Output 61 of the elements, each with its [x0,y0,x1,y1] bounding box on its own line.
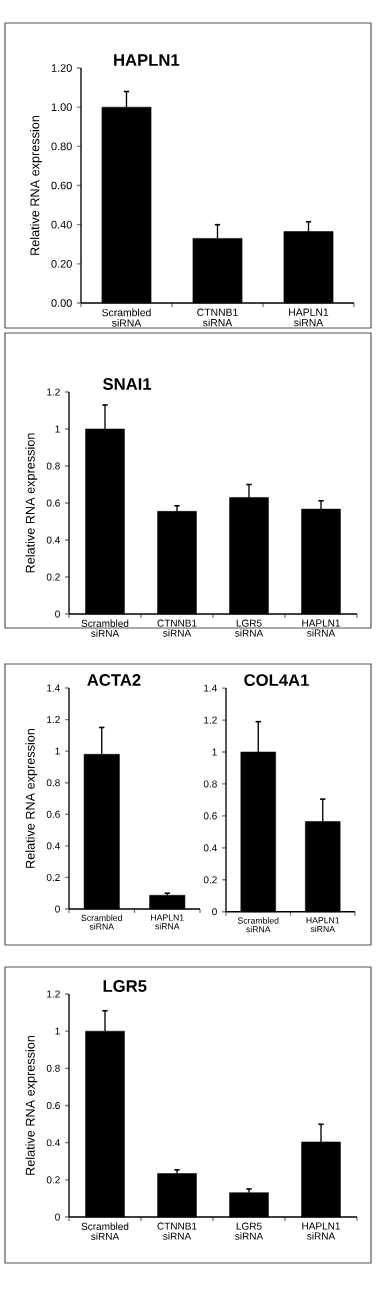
y-tick-label: 1.4 [204,684,217,692]
x-tick-label: LGR5 siRNA [235,619,264,637]
x-tick-label: Scrambled siRNA [81,619,129,637]
y-tick-label: 1.4 [47,684,60,692]
y-tick-label: 0 [212,908,217,916]
x-tick-label: Scrambled siRNA [81,914,122,930]
x-tick-label: CTNNB1 siRNA [157,619,197,637]
x-tick-label: CTNNB1 siRNA [197,308,238,327]
y-tick-label: 0 [55,610,60,618]
y-tick-label: 1.2 [47,388,60,396]
y-tick-label: 1 [55,747,60,755]
y-tick-label: 0.8 [46,1064,60,1072]
y-tick-label: 0.2 [203,876,217,884]
y-tick-label: 0.4 [46,536,60,544]
x-tick-label: HAPLN1 siRNA [302,619,340,637]
y-axis-title: Relative RNA expression [25,728,38,868]
y-tick-label: 0.20 [51,259,72,268]
y-tick-label: 1.2 [47,990,60,998]
y-tick-label: 0.4 [203,844,217,852]
x-tick-label: CTNNB1 siRNA [157,1222,197,1240]
y-axis-title: Relative RNA expression [30,115,42,255]
y-tick-label: 0.8 [46,462,60,470]
y-tick-label: 0.6 [46,810,60,818]
x-tick-label: LGR5 siRNA [235,1222,264,1240]
x-tick-label: HAPLN1 siRNA [289,308,329,327]
y-axis-title: Relative RNA expression [25,1035,38,1175]
y-tick-label: 1.00 [51,103,72,112]
chart-title: ACTA2 [87,674,141,686]
y-tick-label: 0.6 [46,1101,60,1110]
y-tick-label: 0.8 [46,779,60,787]
x-tick-label: Scrambled siRNA [102,308,151,327]
y-tick-label: 0.8 [203,780,217,788]
y-tick-label: 0.60 [51,181,72,190]
y-tick-label: 1 [55,1027,60,1035]
y-tick-label: 0.80 [51,142,72,151]
y-tick-label: 0.2 [46,573,60,581]
y-tick-label: 0.2 [46,873,60,881]
y-tick-label: 1.2 [204,716,217,724]
x-tick-label: Scrambled siRNA [237,917,279,933]
y-tick-label: 0.4 [46,842,60,850]
y-tick-label: 0.6 [46,499,60,507]
y-tick-label: 0.40 [51,220,72,229]
y-tick-label: 0.4 [46,1139,60,1147]
x-tick-label: HAPLN1 siRNA [302,1222,340,1240]
y-tick-label: 0 [55,905,60,913]
chart-title: SNAI1 [102,378,152,390]
x-tick-label: HAPLN1 siRNA [306,917,340,933]
chart-title: HAPLN1 [114,54,180,66]
y-tick-label: 0.6 [203,812,217,820]
chart-title: COL4A1 [244,674,309,687]
chart-title: LGR5 [103,980,147,992]
y-tick-label: 0 [55,1213,60,1221]
y-tick-label: 0.2 [46,1176,60,1184]
y-tick-label: 1 [212,748,217,756]
y-tick-label: 1.2 [47,716,60,724]
x-tick-label: HAPLN1 siRNA [151,914,184,930]
x-tick-label: Scrambled siRNA [81,1222,129,1240]
y-tick-label: 1 [55,425,60,433]
y-tick-label: 0.00 [51,299,72,307]
y-axis-title: Relative RNA expression [25,433,38,573]
y-tick-label: 1.20 [51,64,72,72]
